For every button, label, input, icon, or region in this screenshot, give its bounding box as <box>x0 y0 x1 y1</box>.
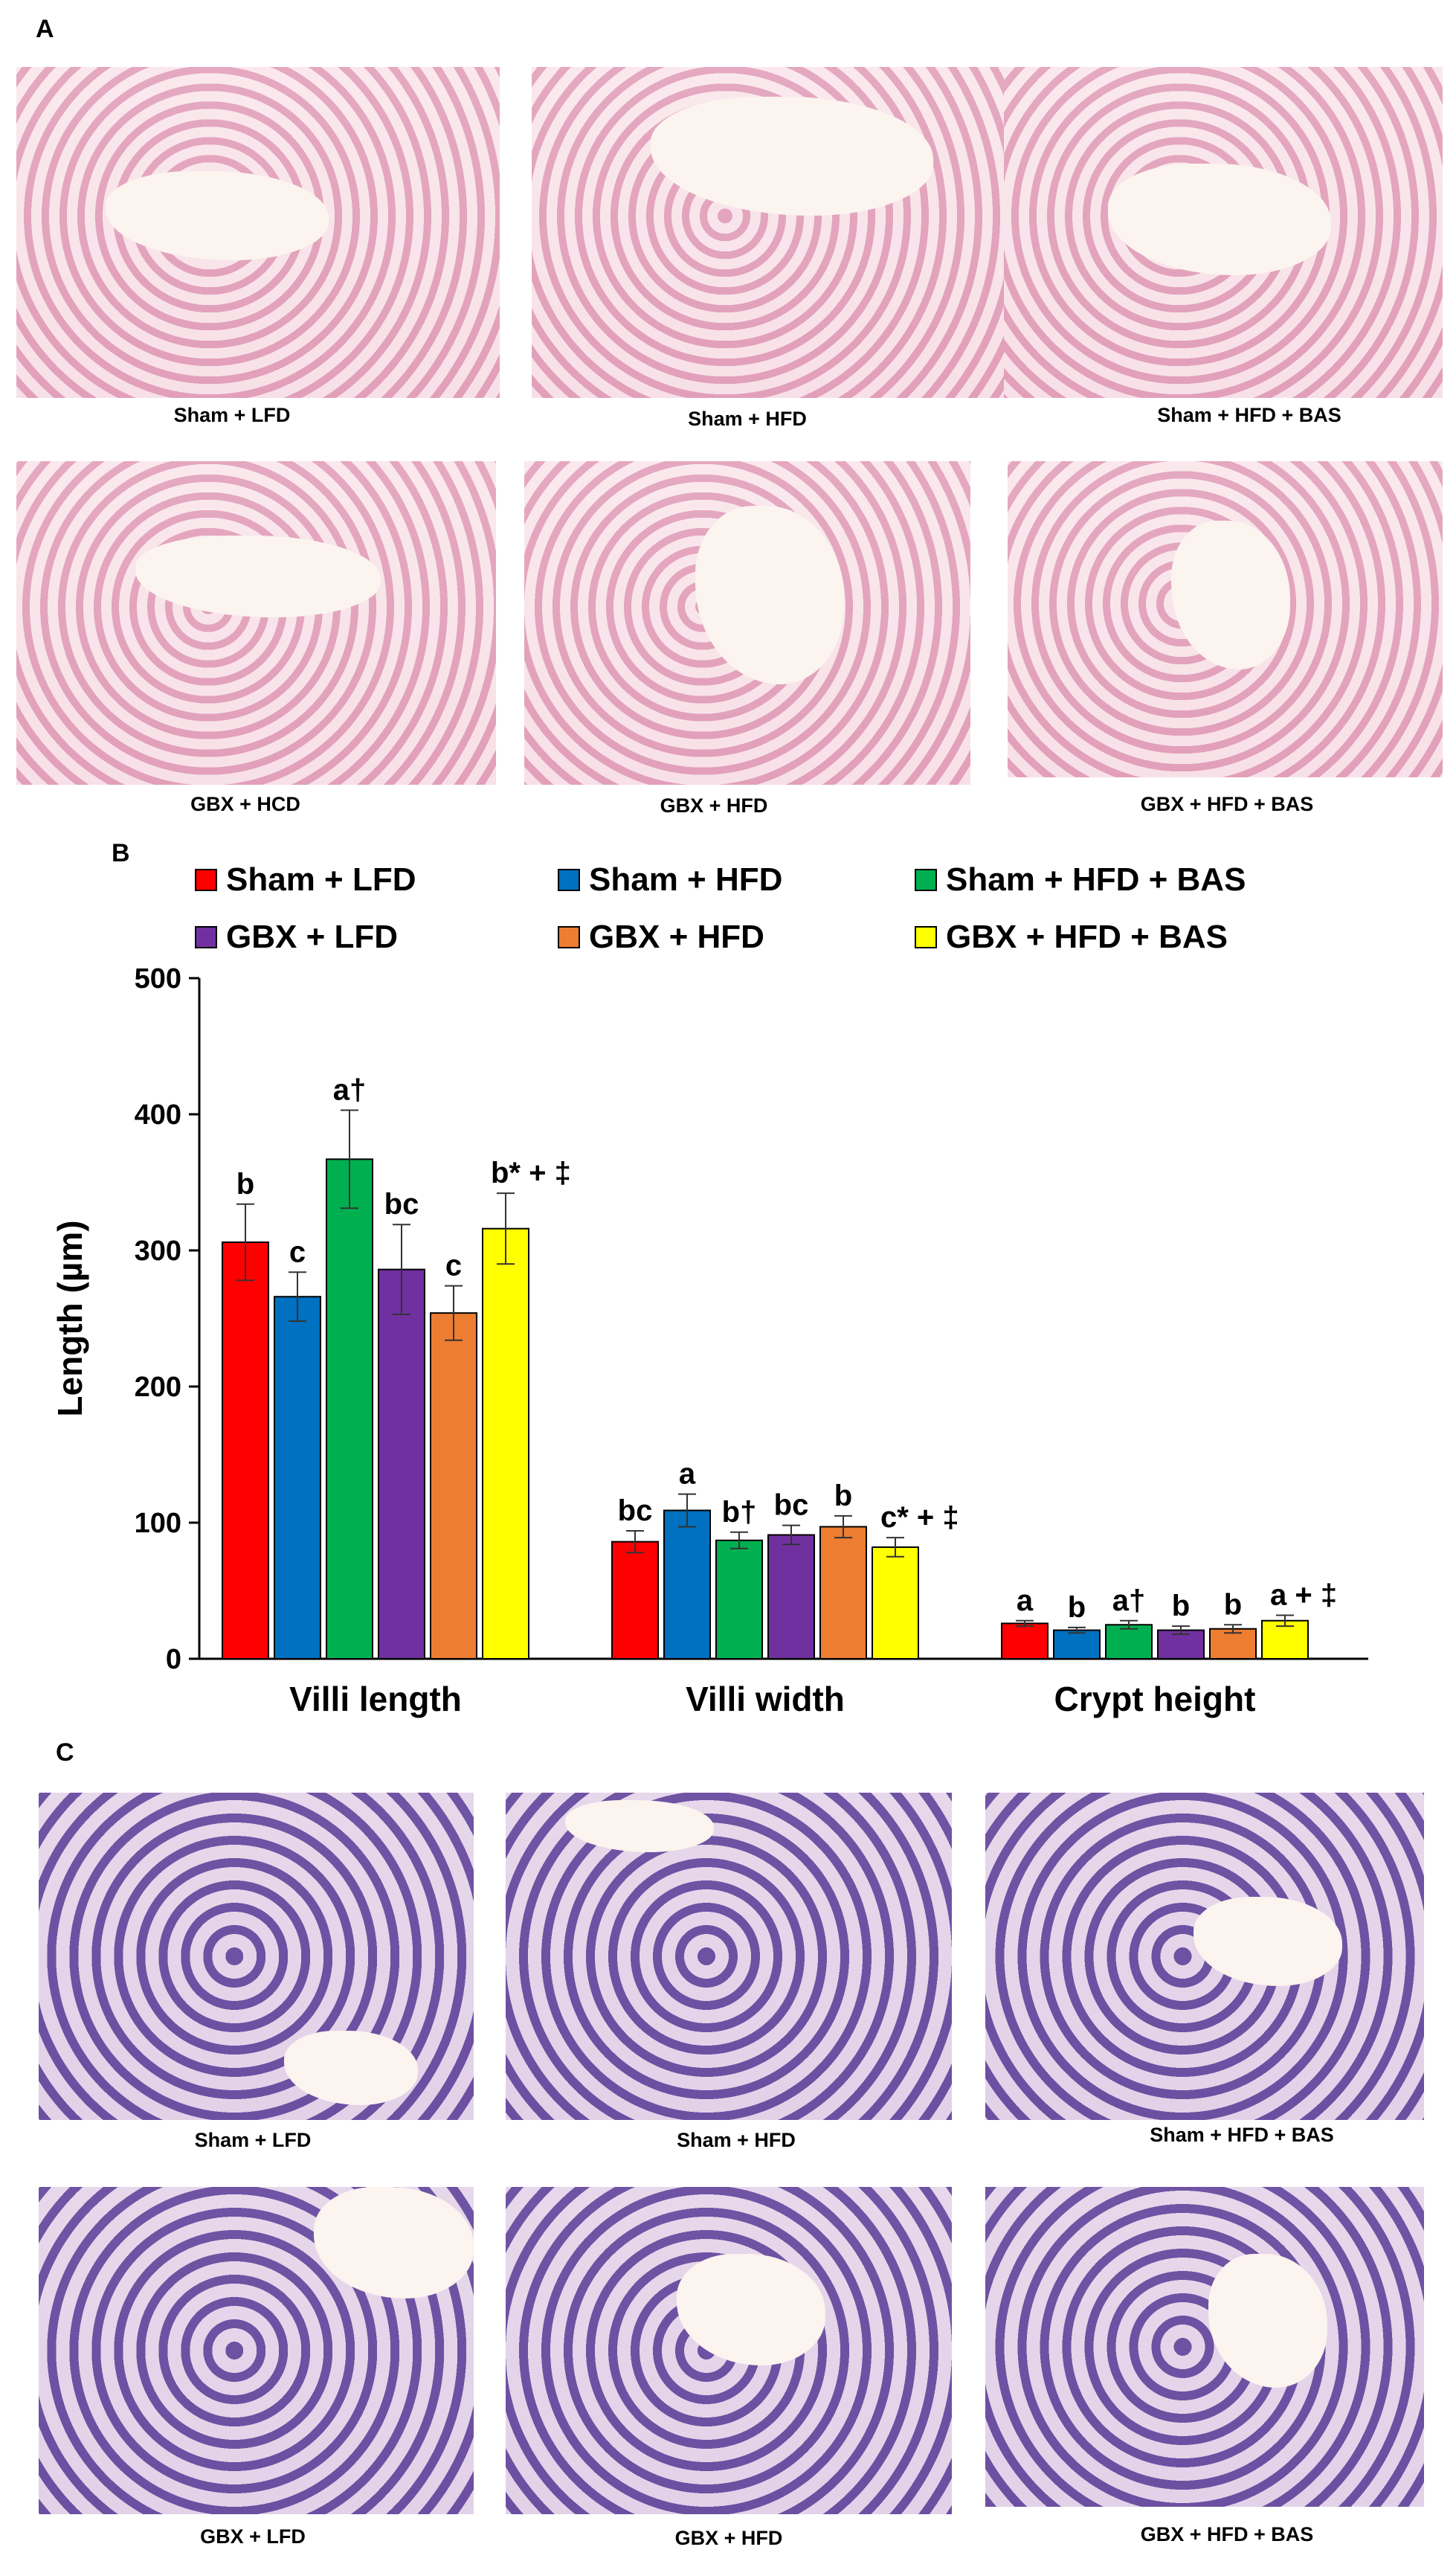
legend-label-4: GBX + HFD <box>589 919 764 955</box>
legend-item-0: Sham + LFD <box>195 861 416 899</box>
bar-2-2 <box>1105 1624 1153 1660</box>
data-label-2-3: b <box>1172 1590 1190 1622</box>
data-label-2-2: a† <box>1112 1584 1146 1617</box>
y-tick-label-5: 500 <box>135 963 181 995</box>
caption-a-4: GBX + HCD <box>190 793 300 815</box>
data-label-0-1: c <box>289 1236 306 1268</box>
legend-swatch-5 <box>915 926 937 948</box>
data-label-1-5: c* + ‡ <box>880 1501 959 1534</box>
legend-label-0: Sham + LFD <box>226 861 416 898</box>
bar-1-5 <box>872 1546 919 1660</box>
micrograph-a-sham-lfd <box>16 67 500 398</box>
caption-a-6: GBX + HFD + BAS <box>1140 793 1314 815</box>
legend-item-3: GBX + LFD <box>195 919 398 956</box>
data-label-2-5: a + ‡ <box>1270 1578 1337 1611</box>
micrograph-c-sham-lfd <box>39 1793 474 2120</box>
y-tick-label-2: 200 <box>135 1372 181 1403</box>
y-tick-label-4: 400 <box>135 1099 181 1131</box>
data-label-1-4: b <box>834 1480 852 1512</box>
caption-c-3: Sham + HFD + BAS <box>1150 2124 1334 2146</box>
caption-a-2: Sham + HFD <box>688 408 807 430</box>
legend-item-2: Sham + HFD + BAS <box>915 861 1246 899</box>
data-label-0-2: a† <box>333 1074 367 1107</box>
bar-2-1 <box>1053 1629 1101 1660</box>
data-label-0-3: bc <box>384 1188 419 1221</box>
micrograph-c-gbx-lfd <box>39 2187 474 2514</box>
legend-swatch-1 <box>558 869 580 891</box>
legend-label-2: Sham + HFD + BAS <box>946 861 1246 898</box>
panel-a-label: A <box>36 15 54 43</box>
micrograph-a-gbx-hfd <box>524 461 970 785</box>
caption-c-1: Sham + LFD <box>194 2129 312 2151</box>
caption-c-4: GBX + LFD <box>200 2525 306 2548</box>
data-label-1-0: bc <box>618 1494 653 1527</box>
micrograph-c-sham-hfd-bas <box>985 1793 1424 2120</box>
micrograph-c-sham-hfd <box>506 1793 952 2120</box>
caption-c-5: GBX + HFD <box>674 2527 783 2549</box>
data-label-0-5: b* + ‡ <box>491 1157 571 1189</box>
caption-a-3: Sham + HFD + BAS <box>1157 404 1341 426</box>
legend-label-1: Sham + HFD <box>589 861 783 898</box>
data-label-1-1: a <box>679 1458 696 1491</box>
data-label-2-1: b <box>1068 1591 1086 1624</box>
micrograph-a-gbx-hfd-bas <box>1008 461 1443 777</box>
data-label-1-3: bc <box>774 1489 809 1522</box>
bar-2-0 <box>1001 1622 1048 1660</box>
legend-swatch-3 <box>195 926 217 948</box>
data-label-2-4: b <box>1224 1588 1242 1621</box>
data-label-0-0: b <box>236 1168 254 1201</box>
legend-item-1: Sham + HFD <box>558 861 782 899</box>
micrograph-a-gbx-hcd <box>16 461 496 785</box>
bar-0-4 <box>430 1312 477 1660</box>
micrograph-c-gbx-hfd-bas <box>985 2187 1424 2507</box>
caption-c-6: GBX + HFD + BAS <box>1140 2523 1314 2545</box>
y-tick-label-0: 0 <box>166 1644 181 1675</box>
bar-chart: 0 100 200 300 400 500 Length (µm) Villi length V… <box>51 963 1368 1718</box>
bar-0-5 <box>482 1227 529 1660</box>
bar-1-4 <box>819 1526 867 1660</box>
bar-0-1 <box>274 1296 321 1660</box>
bar-0-2 <box>326 1158 373 1660</box>
caption-a-1: Sham + LFD <box>173 404 291 426</box>
legend-swatch-4 <box>558 926 580 948</box>
x-category-label-1: Villi width <box>686 1680 845 1718</box>
bar-1-0 <box>611 1541 659 1660</box>
data-label-2-0: a <box>1017 1584 1034 1617</box>
data-label-0-4: c <box>445 1250 462 1282</box>
micrograph-c-gbx-hfd <box>506 2187 952 2514</box>
legend-label-3: GBX + LFD <box>226 919 399 955</box>
bar-1-1 <box>663 1509 711 1660</box>
micrograph-a-sham-hfd-bas <box>1004 67 1443 398</box>
legend-swatch-2 <box>915 869 937 891</box>
caption-a-5: GBX + HFD <box>660 794 768 817</box>
panel-c-label: C <box>56 1738 74 1767</box>
y-axis-title: Length (µm) <box>51 1220 89 1416</box>
legend-label-5: GBX + HFD + BAS <box>946 919 1228 955</box>
x-category-label-2: Crypt height <box>1054 1680 1256 1718</box>
bar-1-3 <box>767 1534 815 1660</box>
data-label-1-2: b† <box>722 1496 757 1529</box>
caption-c-2: Sham + HFD <box>677 2129 796 2151</box>
legend-item-4: GBX + HFD <box>558 919 764 956</box>
legend-item-5: GBX + HFD + BAS <box>915 919 1228 956</box>
legend-swatch-0 <box>195 869 217 891</box>
micrograph-a-sham-hfd <box>532 67 1015 398</box>
bar-0-0 <box>222 1241 269 1660</box>
x-category-label-0: Villi length <box>289 1680 462 1718</box>
y-tick-label-1: 100 <box>135 1508 181 1539</box>
panel-b-label: B <box>112 839 130 867</box>
bar-2-5 <box>1261 1619 1309 1660</box>
y-tick-label-3: 300 <box>135 1236 181 1267</box>
bar-1-2 <box>715 1539 763 1660</box>
bar-0-3 <box>378 1268 425 1660</box>
